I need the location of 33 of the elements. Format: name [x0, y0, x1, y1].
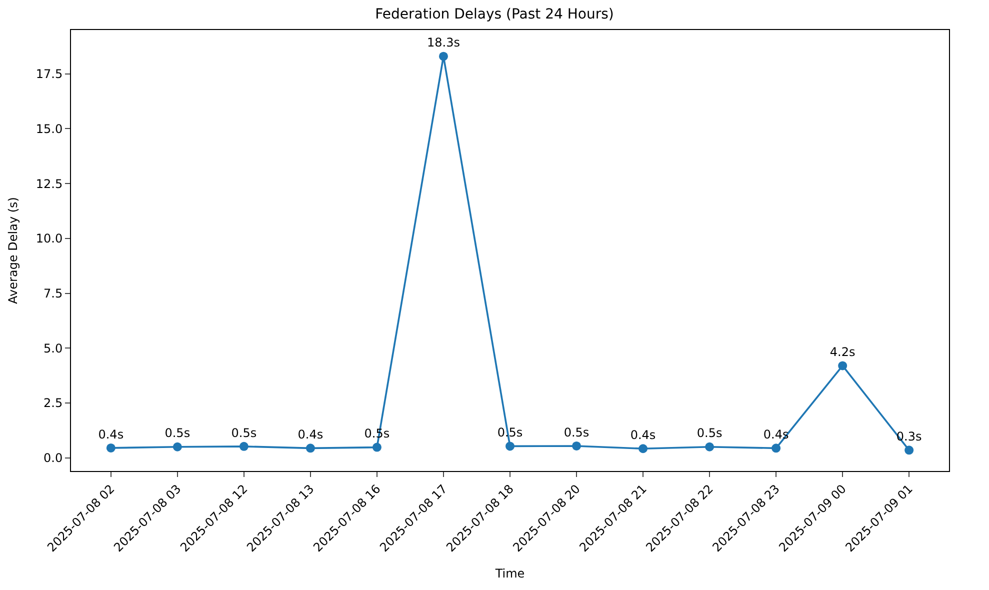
data-label: 0.4s	[98, 427, 124, 442]
point	[239, 442, 248, 451]
point	[306, 444, 315, 453]
point	[106, 443, 116, 452]
y-tick-label: 15.0	[36, 122, 63, 136]
point	[904, 446, 914, 455]
data-label: 0.5s	[231, 426, 257, 440]
data-label: 4.2s	[830, 345, 856, 360]
y-tick-label: 17.5	[36, 67, 63, 82]
y-tick-label: 5.0	[44, 341, 63, 356]
y-tick-label: 10.0	[36, 232, 63, 246]
point	[172, 442, 182, 452]
data-label: 0.4s	[630, 428, 656, 442]
x-axis-title: Time	[494, 566, 525, 580]
y-axis-title: Average Delay (s)	[6, 197, 20, 304]
data-label: 0.5s	[164, 426, 190, 440]
point	[705, 442, 714, 452]
y-tick-label: 2.5	[44, 396, 63, 410]
point	[438, 52, 448, 61]
data-label: 0.4s	[298, 428, 324, 442]
y-tick-label: 7.5	[44, 286, 63, 300]
point	[506, 442, 514, 451]
point	[638, 444, 648, 454]
y-tick-label: 0.0	[44, 451, 63, 466]
point	[838, 361, 848, 370]
data-label: 18.3s	[426, 36, 460, 50]
y-tick-label: 12.5	[36, 176, 63, 191]
point	[772, 444, 781, 453]
data-label: 0.5s	[696, 426, 722, 440]
point	[572, 441, 582, 450]
chart-title: Federation Delays (Past 24 Hours)	[375, 6, 614, 23]
data-label: 0.5s	[564, 425, 590, 440]
point	[372, 442, 382, 452]
